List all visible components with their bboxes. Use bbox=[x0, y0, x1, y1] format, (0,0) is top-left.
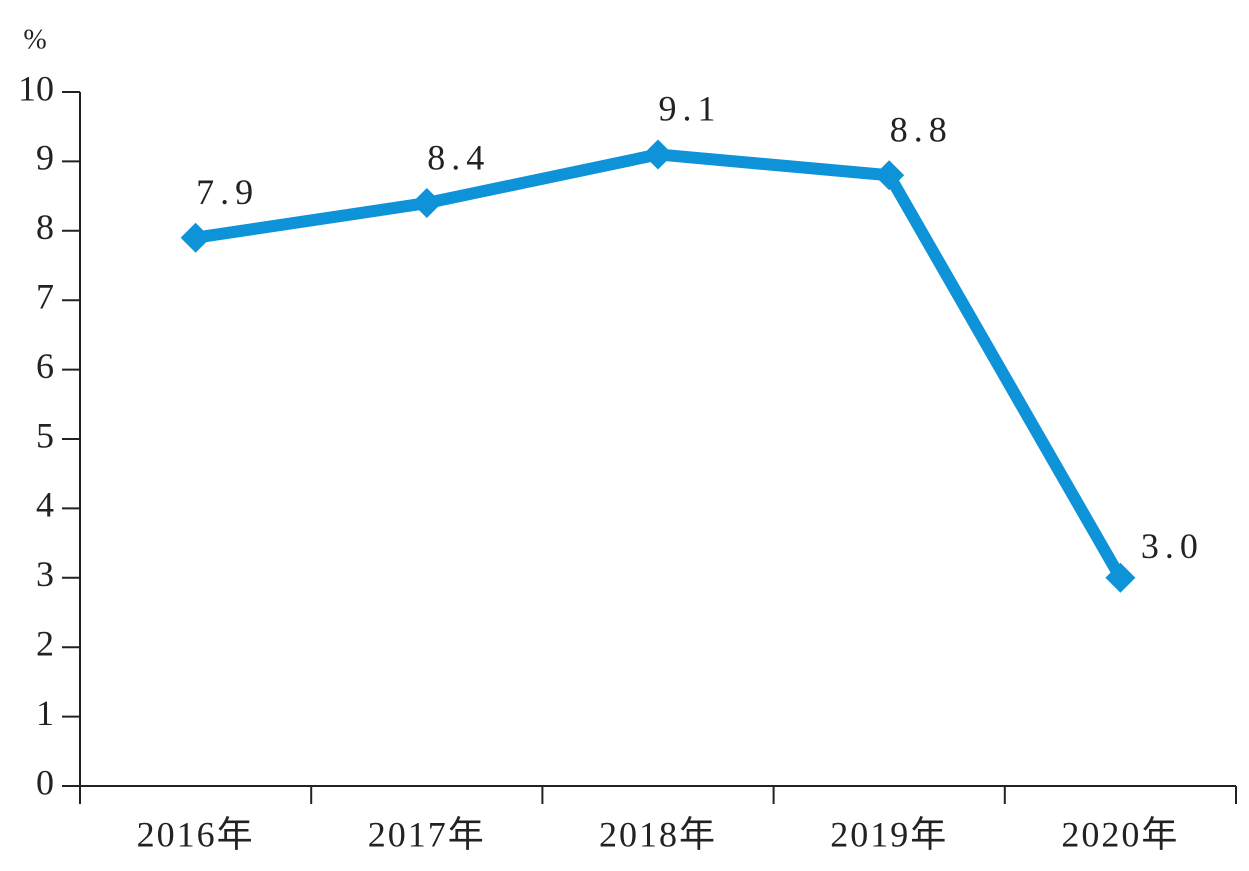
y-tick-label: 10 bbox=[18, 68, 54, 108]
x-tick-label: 2018年 bbox=[599, 814, 717, 854]
marker bbox=[1105, 562, 1136, 593]
marker bbox=[643, 139, 673, 170]
x-tick-label: 2020年 bbox=[1061, 814, 1179, 854]
y-tick-label: 7 bbox=[36, 276, 54, 316]
y-tick-label: 2 bbox=[36, 623, 54, 663]
data-label: 8.4 bbox=[427, 137, 490, 177]
data-label: 7.9 bbox=[196, 172, 259, 212]
marker bbox=[874, 160, 905, 191]
y-tick-label: 1 bbox=[36, 693, 54, 733]
marker bbox=[180, 222, 211, 253]
data-label: 3.0 bbox=[1141, 526, 1204, 566]
y-tick-label: 5 bbox=[36, 415, 54, 455]
y-tick-label: 4 bbox=[36, 485, 54, 525]
x-tick-label: 2016年 bbox=[137, 814, 255, 854]
y-tick-label: 9 bbox=[36, 138, 54, 178]
y-tick-label: 3 bbox=[36, 554, 54, 594]
x-tick-label: 2017年 bbox=[368, 814, 486, 854]
data-label: 8.8 bbox=[890, 110, 953, 150]
y-tick-label: 0 bbox=[36, 762, 54, 802]
data-label: 9.1 bbox=[659, 89, 722, 129]
y-tick-label: 8 bbox=[36, 207, 54, 247]
y-axis-label: % bbox=[23, 24, 52, 55]
x-tick-label: 2019年 bbox=[830, 814, 948, 854]
data-line bbox=[194, 148, 1126, 581]
marker bbox=[411, 188, 442, 219]
y-tick-label: 6 bbox=[36, 346, 54, 386]
